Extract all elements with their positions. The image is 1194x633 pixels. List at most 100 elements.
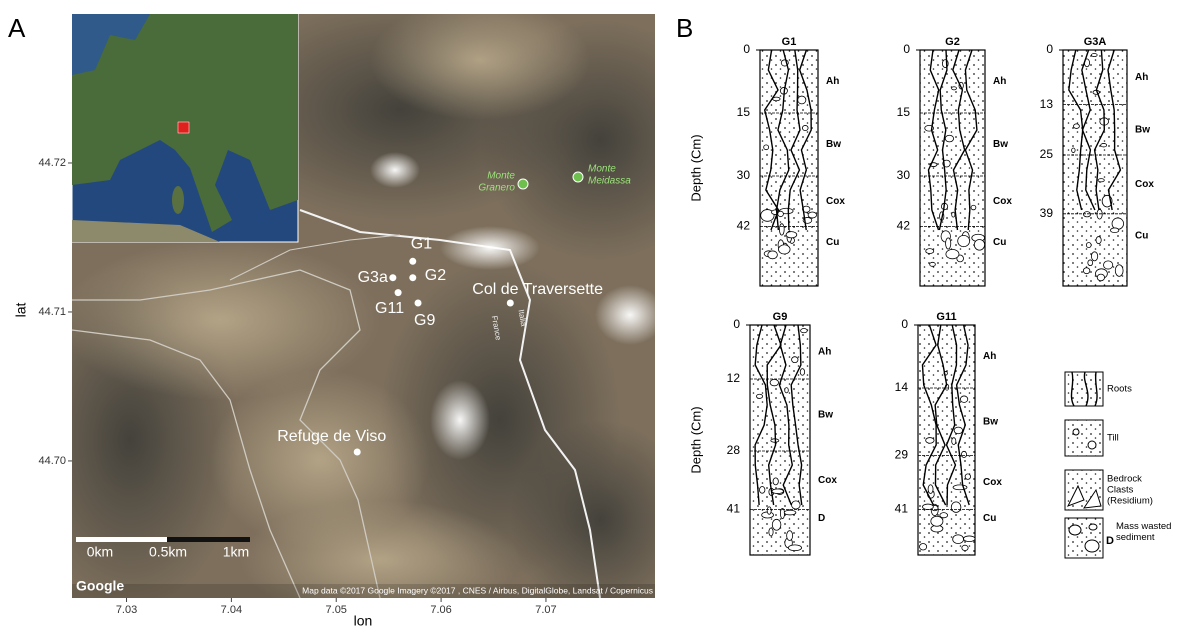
- depth-tick-label: 41: [727, 502, 741, 516]
- legend-label: (Residium): [1107, 496, 1153, 507]
- depth-tick-label: 0: [903, 42, 910, 56]
- pebble: [772, 519, 781, 530]
- clast: [798, 96, 806, 104]
- soil-profile: [918, 325, 975, 555]
- x-axis-label: lon: [354, 613, 373, 628]
- legend-label: Roots: [1107, 384, 1132, 395]
- soil-profile: [1063, 50, 1127, 286]
- horizon-label: Cox: [818, 475, 837, 486]
- pebble: [946, 249, 959, 258]
- map-logo: Google: [76, 578, 124, 594]
- y-axis-label: lat: [13, 303, 29, 318]
- horizon-label: Bw: [1135, 124, 1150, 135]
- panel-label: A: [8, 13, 26, 43]
- x-tick-label: 7.04: [221, 604, 242, 616]
- soil-profile: [750, 325, 810, 555]
- horizon-label: Ah: [818, 347, 831, 358]
- depth-tick-label: 12: [727, 371, 741, 385]
- pebble: [1096, 237, 1101, 244]
- clast: [952, 212, 955, 217]
- x-tick-label: 7.03: [116, 604, 137, 616]
- pebble: [951, 502, 961, 513]
- pebble: [928, 485, 933, 494]
- clast: [800, 369, 804, 376]
- peak-label: Granero: [478, 183, 515, 194]
- pebble: [779, 224, 784, 235]
- horizon-label: Bw: [826, 139, 841, 150]
- scale-label: 0km: [87, 544, 113, 560]
- pebble: [946, 238, 951, 249]
- x-tick-label: 7.07: [535, 604, 556, 616]
- horizon-label: Ah: [983, 351, 996, 362]
- pebble: [792, 501, 801, 509]
- pebble: [974, 239, 984, 250]
- pebble: [759, 487, 764, 494]
- page: A B lon lat 7.037.047.057.067.0744.7044.…: [0, 0, 1194, 628]
- peak-label: Monte: [588, 164, 616, 175]
- horizon-label: Cu: [1135, 231, 1148, 242]
- clast: [1074, 124, 1080, 129]
- peak-label: Monte: [487, 171, 515, 182]
- depth-tick-label: 14: [895, 380, 909, 394]
- x-tick-label: 7.06: [430, 604, 451, 616]
- pebble: [953, 485, 967, 490]
- pebble: [920, 543, 927, 550]
- pebble: [930, 262, 936, 266]
- depth-tick-label: 41: [895, 502, 909, 516]
- site-label: G2: [425, 267, 446, 284]
- site-point: [409, 274, 416, 281]
- clast: [1091, 54, 1097, 57]
- pebble: [772, 489, 784, 494]
- profile-name: G2: [945, 36, 960, 48]
- pebble: [767, 507, 771, 515]
- pebble: [1103, 261, 1112, 269]
- clast: [770, 379, 778, 385]
- pebble: [958, 235, 970, 246]
- clast: [960, 396, 967, 403]
- y-tick-label: 44.70: [38, 455, 66, 467]
- horizon-label: Cox: [826, 196, 845, 207]
- clast: [801, 329, 808, 333]
- pebble: [769, 528, 773, 536]
- pebble: [1091, 252, 1097, 261]
- depth-tick-label: 0: [743, 42, 750, 56]
- site-label: Refuge de Viso: [277, 428, 386, 445]
- clast: [1101, 143, 1107, 146]
- site-point: [395, 289, 402, 296]
- legend-code: D: [1106, 535, 1114, 547]
- clast: [954, 427, 962, 434]
- clast: [965, 474, 970, 480]
- site-point: [354, 449, 361, 456]
- profile-name: G9: [773, 311, 788, 323]
- horizon-label: Cox: [1135, 179, 1154, 190]
- horizon-label: Bw: [993, 139, 1008, 150]
- pebble: [1115, 265, 1123, 277]
- clast: [792, 357, 798, 363]
- legend-label: sediment: [1116, 532, 1155, 543]
- pebble: [1088, 260, 1093, 266]
- clast: [945, 135, 953, 142]
- site-point: [409, 258, 416, 265]
- x-tick-label: 7.05: [326, 604, 347, 616]
- horizon-label: Ah: [993, 76, 1006, 87]
- clast: [952, 87, 957, 90]
- pebble: [787, 531, 793, 541]
- pebble: [788, 545, 801, 551]
- profile-name: G3A: [1084, 36, 1107, 48]
- depth-tick-label: 42: [737, 219, 751, 233]
- pebble: [963, 536, 975, 542]
- clast: [952, 438, 956, 445]
- pebble: [786, 232, 797, 238]
- clast: [926, 438, 934, 444]
- horizon-label: Cox: [983, 477, 1002, 488]
- depth-tick-label: 29: [895, 448, 909, 462]
- clast: [802, 125, 808, 130]
- depth-tick-label: 15: [897, 105, 911, 119]
- clast: [764, 145, 769, 150]
- pebble: [808, 212, 816, 218]
- horizon-label: Cox: [993, 196, 1012, 207]
- pebble: [1083, 268, 1089, 274]
- map-attribution: Map data ©2017 Google Imagery ©2017 , CN…: [302, 585, 653, 595]
- horizon-label: Ah: [826, 76, 839, 87]
- site-point: [507, 300, 514, 307]
